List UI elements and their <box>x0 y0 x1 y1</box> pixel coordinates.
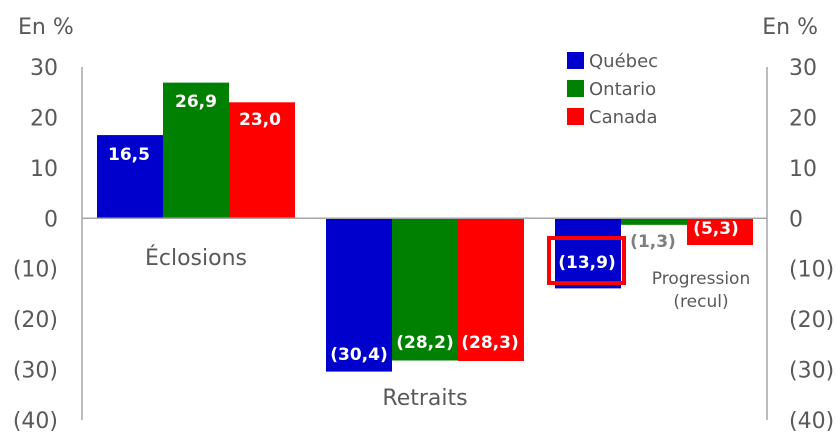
y-tick-left: 10 <box>30 157 58 182</box>
legend: Québec Ontario Canada <box>567 51 658 128</box>
y-tick-right: 10 <box>789 157 817 182</box>
bar <box>555 218 621 289</box>
y-tick-left: (20) <box>13 308 58 333</box>
highlight-box <box>547 236 626 285</box>
legend-label: Ontario <box>589 79 656 100</box>
data-label: (1,3) <box>630 232 676 252</box>
legend-label: Québec <box>589 51 658 72</box>
legend-swatch <box>567 108 584 125</box>
unit-label-right: En % <box>762 15 818 40</box>
data-label: (13,9) <box>558 253 615 273</box>
y-tick-left: (30) <box>13 359 58 384</box>
legend-swatch <box>567 80 584 97</box>
y-tick-right: (30) <box>789 359 834 384</box>
data-label: 23,0 <box>239 110 281 130</box>
bar <box>687 218 753 246</box>
y-axis-left: 30 20 10 0 (10) (20) (30) (40) <box>13 56 58 434</box>
y-tick-left: (40) <box>13 409 58 434</box>
y-tick-left: 30 <box>30 56 58 81</box>
category-label: Éclosions <box>145 245 247 271</box>
y-tick-right: (40) <box>789 409 834 434</box>
unit-label-left: En % <box>18 15 74 40</box>
y-tick-left: 0 <box>44 207 58 232</box>
data-label: 26,9 <box>175 92 217 112</box>
bar <box>458 218 524 361</box>
bar <box>163 82 229 219</box>
data-label: (28,3) <box>461 333 518 353</box>
legend-swatch <box>567 52 584 69</box>
bars <box>97 82 753 372</box>
y-tick-left: (10) <box>13 258 58 283</box>
data-label: (5,3) <box>693 219 739 239</box>
y-tick-right: (20) <box>789 308 834 333</box>
bar <box>621 218 687 225</box>
category-label: Retraits <box>382 386 467 411</box>
y-tick-right: 20 <box>789 106 817 131</box>
bar <box>326 218 392 372</box>
y-tick-left: 20 <box>30 106 58 131</box>
data-label: (30,4) <box>330 345 387 365</box>
y-tick-right: (10) <box>789 258 834 283</box>
category-labels: Éclosions Retraits Progression (recul) <box>145 245 750 411</box>
bar-labels: 16,5 (30,4) (13,9) 26,9 (28,2) (1,3) 23,0 (28,3… <box>108 92 739 365</box>
legend-label: Canada <box>589 107 658 128</box>
bar <box>392 218 458 361</box>
y-axis-right: 30 20 10 0 (10) (20) (30) (40) <box>789 56 834 434</box>
category-label: Progression (recul) <box>652 269 750 312</box>
y-tick-right: 30 <box>789 56 817 81</box>
bar <box>97 135 163 219</box>
data-label: (28,2) <box>396 333 453 353</box>
y-tick-right: 0 <box>789 207 803 232</box>
bar <box>229 102 295 219</box>
data-label: 16,5 <box>108 145 150 165</box>
